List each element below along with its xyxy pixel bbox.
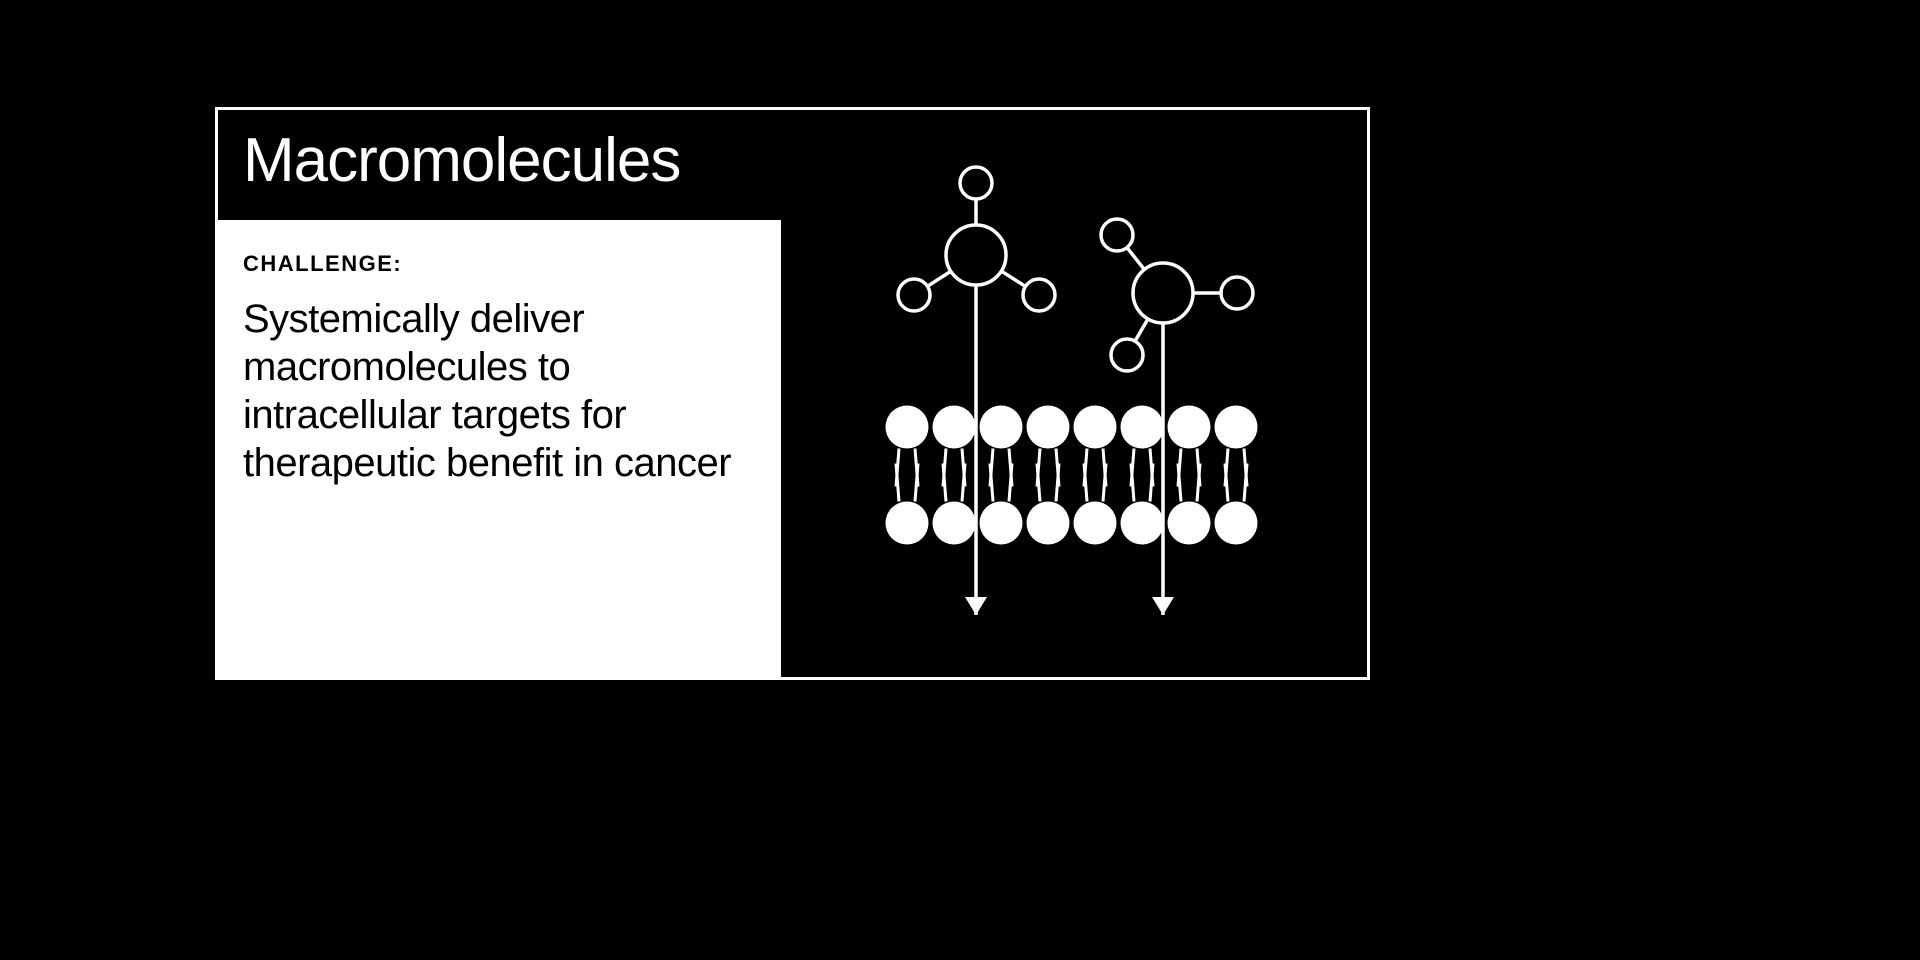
challenge-text: Systemically deliver macromolecules to i… [243, 295, 756, 487]
molecule-membrane-diagram-icon [781, 110, 1367, 677]
challenge-label: CHALLENGE: [243, 251, 756, 277]
title-bar: Macromolecules [218, 110, 781, 223]
text-panel: Macromolecules CHALLENGE: Systemically d… [218, 110, 781, 677]
info-card: Macromolecules CHALLENGE: Systemically d… [215, 107, 1370, 680]
diagram-panel [781, 110, 1367, 677]
body-panel: CHALLENGE: Systemically deliver macromol… [218, 223, 781, 677]
card-title: Macromolecules [243, 130, 756, 192]
